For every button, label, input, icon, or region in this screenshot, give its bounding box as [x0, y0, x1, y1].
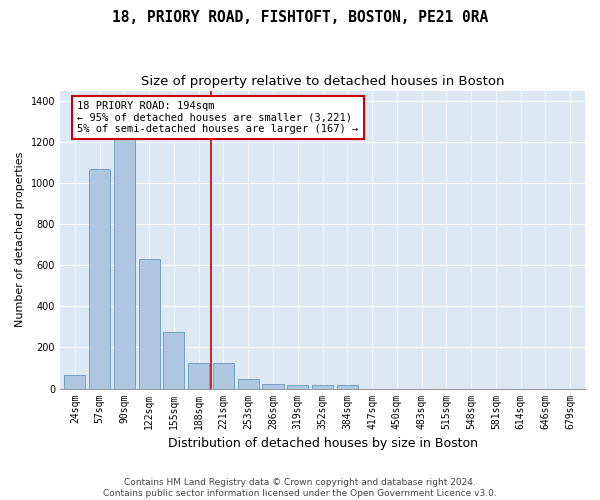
Text: 18, PRIORY ROAD, FISHTOFT, BOSTON, PE21 0RA: 18, PRIORY ROAD, FISHTOFT, BOSTON, PE21 … [112, 10, 488, 25]
Bar [262, 384, 284, 388]
Bar [114, 134, 135, 388]
Bar [337, 385, 358, 388]
Bar [89, 168, 110, 388]
Text: 18 PRIORY ROAD: 194sqm
← 95% of detached houses are smaller (3,221)
5% of semi-d: 18 PRIORY ROAD: 194sqm ← 95% of detached… [77, 101, 359, 134]
Bar [188, 363, 209, 388]
Bar [312, 385, 333, 388]
Bar [213, 363, 234, 388]
Bar [163, 332, 184, 388]
X-axis label: Distribution of detached houses by size in Boston: Distribution of detached houses by size … [167, 437, 478, 450]
Text: Contains HM Land Registry data © Crown copyright and database right 2024.
Contai: Contains HM Land Registry data © Crown c… [103, 478, 497, 498]
Bar [287, 385, 308, 388]
Y-axis label: Number of detached properties: Number of detached properties [15, 152, 25, 327]
Bar [238, 380, 259, 388]
Title: Size of property relative to detached houses in Boston: Size of property relative to detached ho… [141, 75, 504, 88]
Bar [64, 375, 85, 388]
Bar [139, 259, 160, 388]
